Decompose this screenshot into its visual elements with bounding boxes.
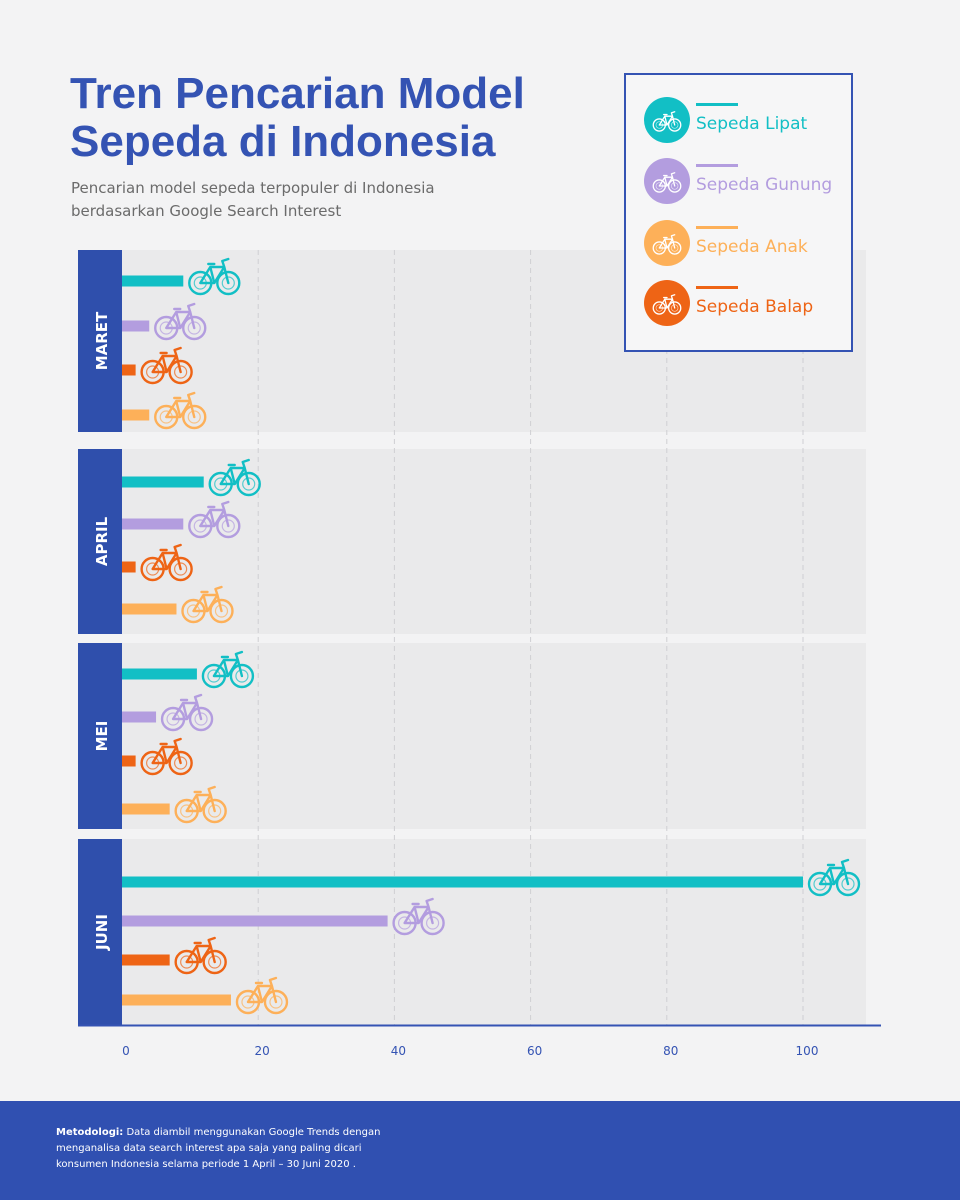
x-tick-label: 100	[796, 1044, 819, 1058]
x-tick-label: 0	[122, 1044, 130, 1058]
legend-label: Sepeda Balap	[696, 297, 814, 317]
bar	[122, 755, 136, 767]
methodology-label: Metodologi:	[56, 1127, 124, 1138]
month-label: MARET	[93, 311, 111, 370]
legend-label: Sepeda Anak	[696, 237, 808, 257]
bar	[122, 994, 231, 1006]
bar	[122, 954, 170, 966]
legend-item: Sepeda Lipat	[644, 97, 854, 147]
panel-background	[122, 839, 866, 1025]
bar	[122, 915, 388, 927]
kids-bike-icon	[644, 220, 690, 266]
x-tick-label: 60	[527, 1044, 542, 1058]
mountain-bike-icon	[644, 158, 690, 204]
bar	[122, 409, 150, 421]
bar	[122, 803, 170, 815]
footer-methodology: Metodologi: Data diambil menggunakan Goo…	[0, 1101, 960, 1200]
month-label-box	[78, 839, 122, 1025]
bar-chart: MARET APRIL MEI JUNI 0 20 40 60 80 100	[78, 250, 881, 1058]
legend-dash	[696, 103, 738, 106]
bar	[122, 668, 197, 680]
bar	[122, 476, 204, 488]
legend-dash	[696, 164, 738, 167]
legend-item: Sepeda Anak	[644, 220, 854, 270]
legend-label: Sepeda Gunung	[696, 175, 833, 195]
panel-background	[122, 449, 866, 634]
bar	[122, 711, 157, 723]
month-label: JUNI	[93, 914, 111, 951]
footer-text: Metodologi: Data diambil menggunakan Goo…	[56, 1125, 386, 1173]
panel-background	[122, 643, 866, 829]
page-subtitle: Pencarian model sepeda terpopuler di Ind…	[71, 179, 435, 220]
folding-bike-icon	[644, 97, 690, 143]
month-label-box	[78, 250, 122, 432]
bar	[122, 364, 136, 376]
road-bike-icon	[644, 280, 690, 326]
bar	[122, 518, 184, 530]
bar	[122, 603, 177, 615]
x-tick-label: 80	[663, 1044, 678, 1058]
bar	[122, 320, 150, 332]
legend-item: Sepeda Gunung	[644, 158, 854, 208]
bar	[122, 561, 136, 573]
month-label: MEI	[93, 721, 111, 752]
x-tick-label: 40	[391, 1044, 406, 1058]
bar	[122, 275, 184, 287]
page-title: Tren Pencarian Model Sepeda di Indonesia	[70, 69, 525, 166]
month-label: APRIL	[93, 516, 111, 566]
x-tick-label: 20	[255, 1044, 270, 1058]
month-label-box	[78, 643, 122, 829]
legend-item: Sepeda Balap	[644, 280, 854, 330]
chart-legend: Sepeda Lipat Sepeda Gunung Sepeda Anak Sepe…	[624, 73, 853, 352]
methodology-text: Data diambil menggunakan Google Trends d…	[56, 1127, 381, 1170]
legend-label: Sepeda Lipat	[696, 114, 808, 134]
legend-dash	[696, 226, 738, 229]
legend-dash	[696, 286, 738, 289]
bar	[122, 876, 803, 888]
month-label-box	[78, 449, 122, 634]
